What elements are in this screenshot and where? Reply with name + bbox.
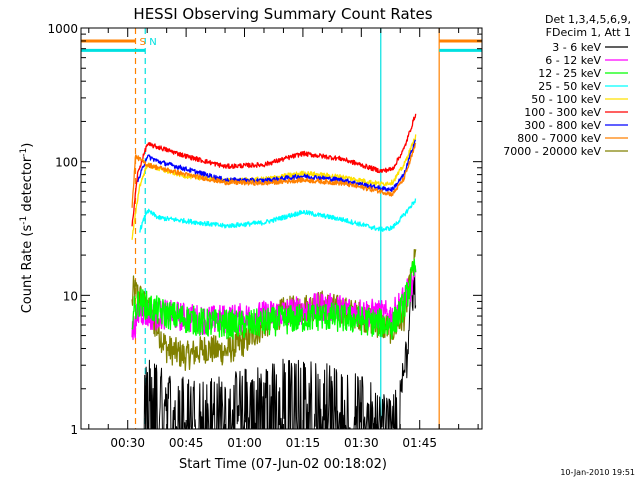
y-tick-label: 1000	[47, 22, 78, 36]
y-axis-label-end: )	[20, 143, 35, 148]
legend-label: 300 - 800 keV	[524, 119, 601, 132]
series-line-5	[131, 113, 417, 227]
y-axis-label-sup1: -1	[19, 216, 29, 225]
y-axis-label: Count Rate (s-1 detector-1)	[19, 143, 35, 314]
series-line-2	[131, 258, 417, 340]
marker-label-N: N	[149, 37, 156, 48]
legend-header: Det 1,3,4,5,6,9,	[545, 13, 631, 26]
y-axis-label-main: Count Rate (s	[20, 225, 35, 314]
legend-label: 7000 - 20000 keV	[503, 145, 601, 158]
plot-frame	[80, 27, 483, 430]
legend-label: 800 - 7000 keV	[517, 132, 601, 145]
legend-header: FDecim 1, Att 1	[546, 26, 631, 39]
x-tick-label: 01:00	[227, 436, 262, 450]
series-line-3	[139, 198, 417, 233]
chart-title: HESSI Observing Summary Count Rates	[133, 5, 432, 23]
x-tick-label: 00:30	[110, 436, 145, 450]
series-line-6	[137, 139, 417, 192]
y-tick-label: 10	[63, 289, 78, 303]
legend-label: 100 - 300 keV	[524, 106, 601, 119]
footer-timestamp: 10-Jan-2010 19:51	[560, 468, 635, 477]
legend-label: 25 - 50 keV	[538, 80, 601, 93]
x-tick-label: 01:30	[344, 436, 379, 450]
x-axis-label: Start Time (07-Jun-02 00:18:02)	[179, 457, 387, 472]
x-tick-label: 01:45	[402, 436, 437, 450]
series-line-0	[143, 271, 417, 429]
legend-label: 3 - 6 keV	[552, 41, 601, 54]
legend-label: 50 - 100 keV	[531, 93, 601, 106]
legend-label: 6 - 12 keV	[545, 54, 601, 67]
y-axis-label-sup2: -1	[19, 148, 29, 157]
x-tick-label: 00:45	[169, 436, 204, 450]
marker-label-S: S	[140, 37, 146, 48]
series-line-7	[131, 142, 417, 208]
x-tick-label: 01:15	[286, 436, 321, 450]
y-tick-label: 1	[70, 423, 78, 437]
y-tick-label: 100	[55, 156, 78, 170]
legend-label: 12 - 25 keV	[538, 67, 601, 80]
y-axis-label-mid: detector	[20, 156, 35, 216]
